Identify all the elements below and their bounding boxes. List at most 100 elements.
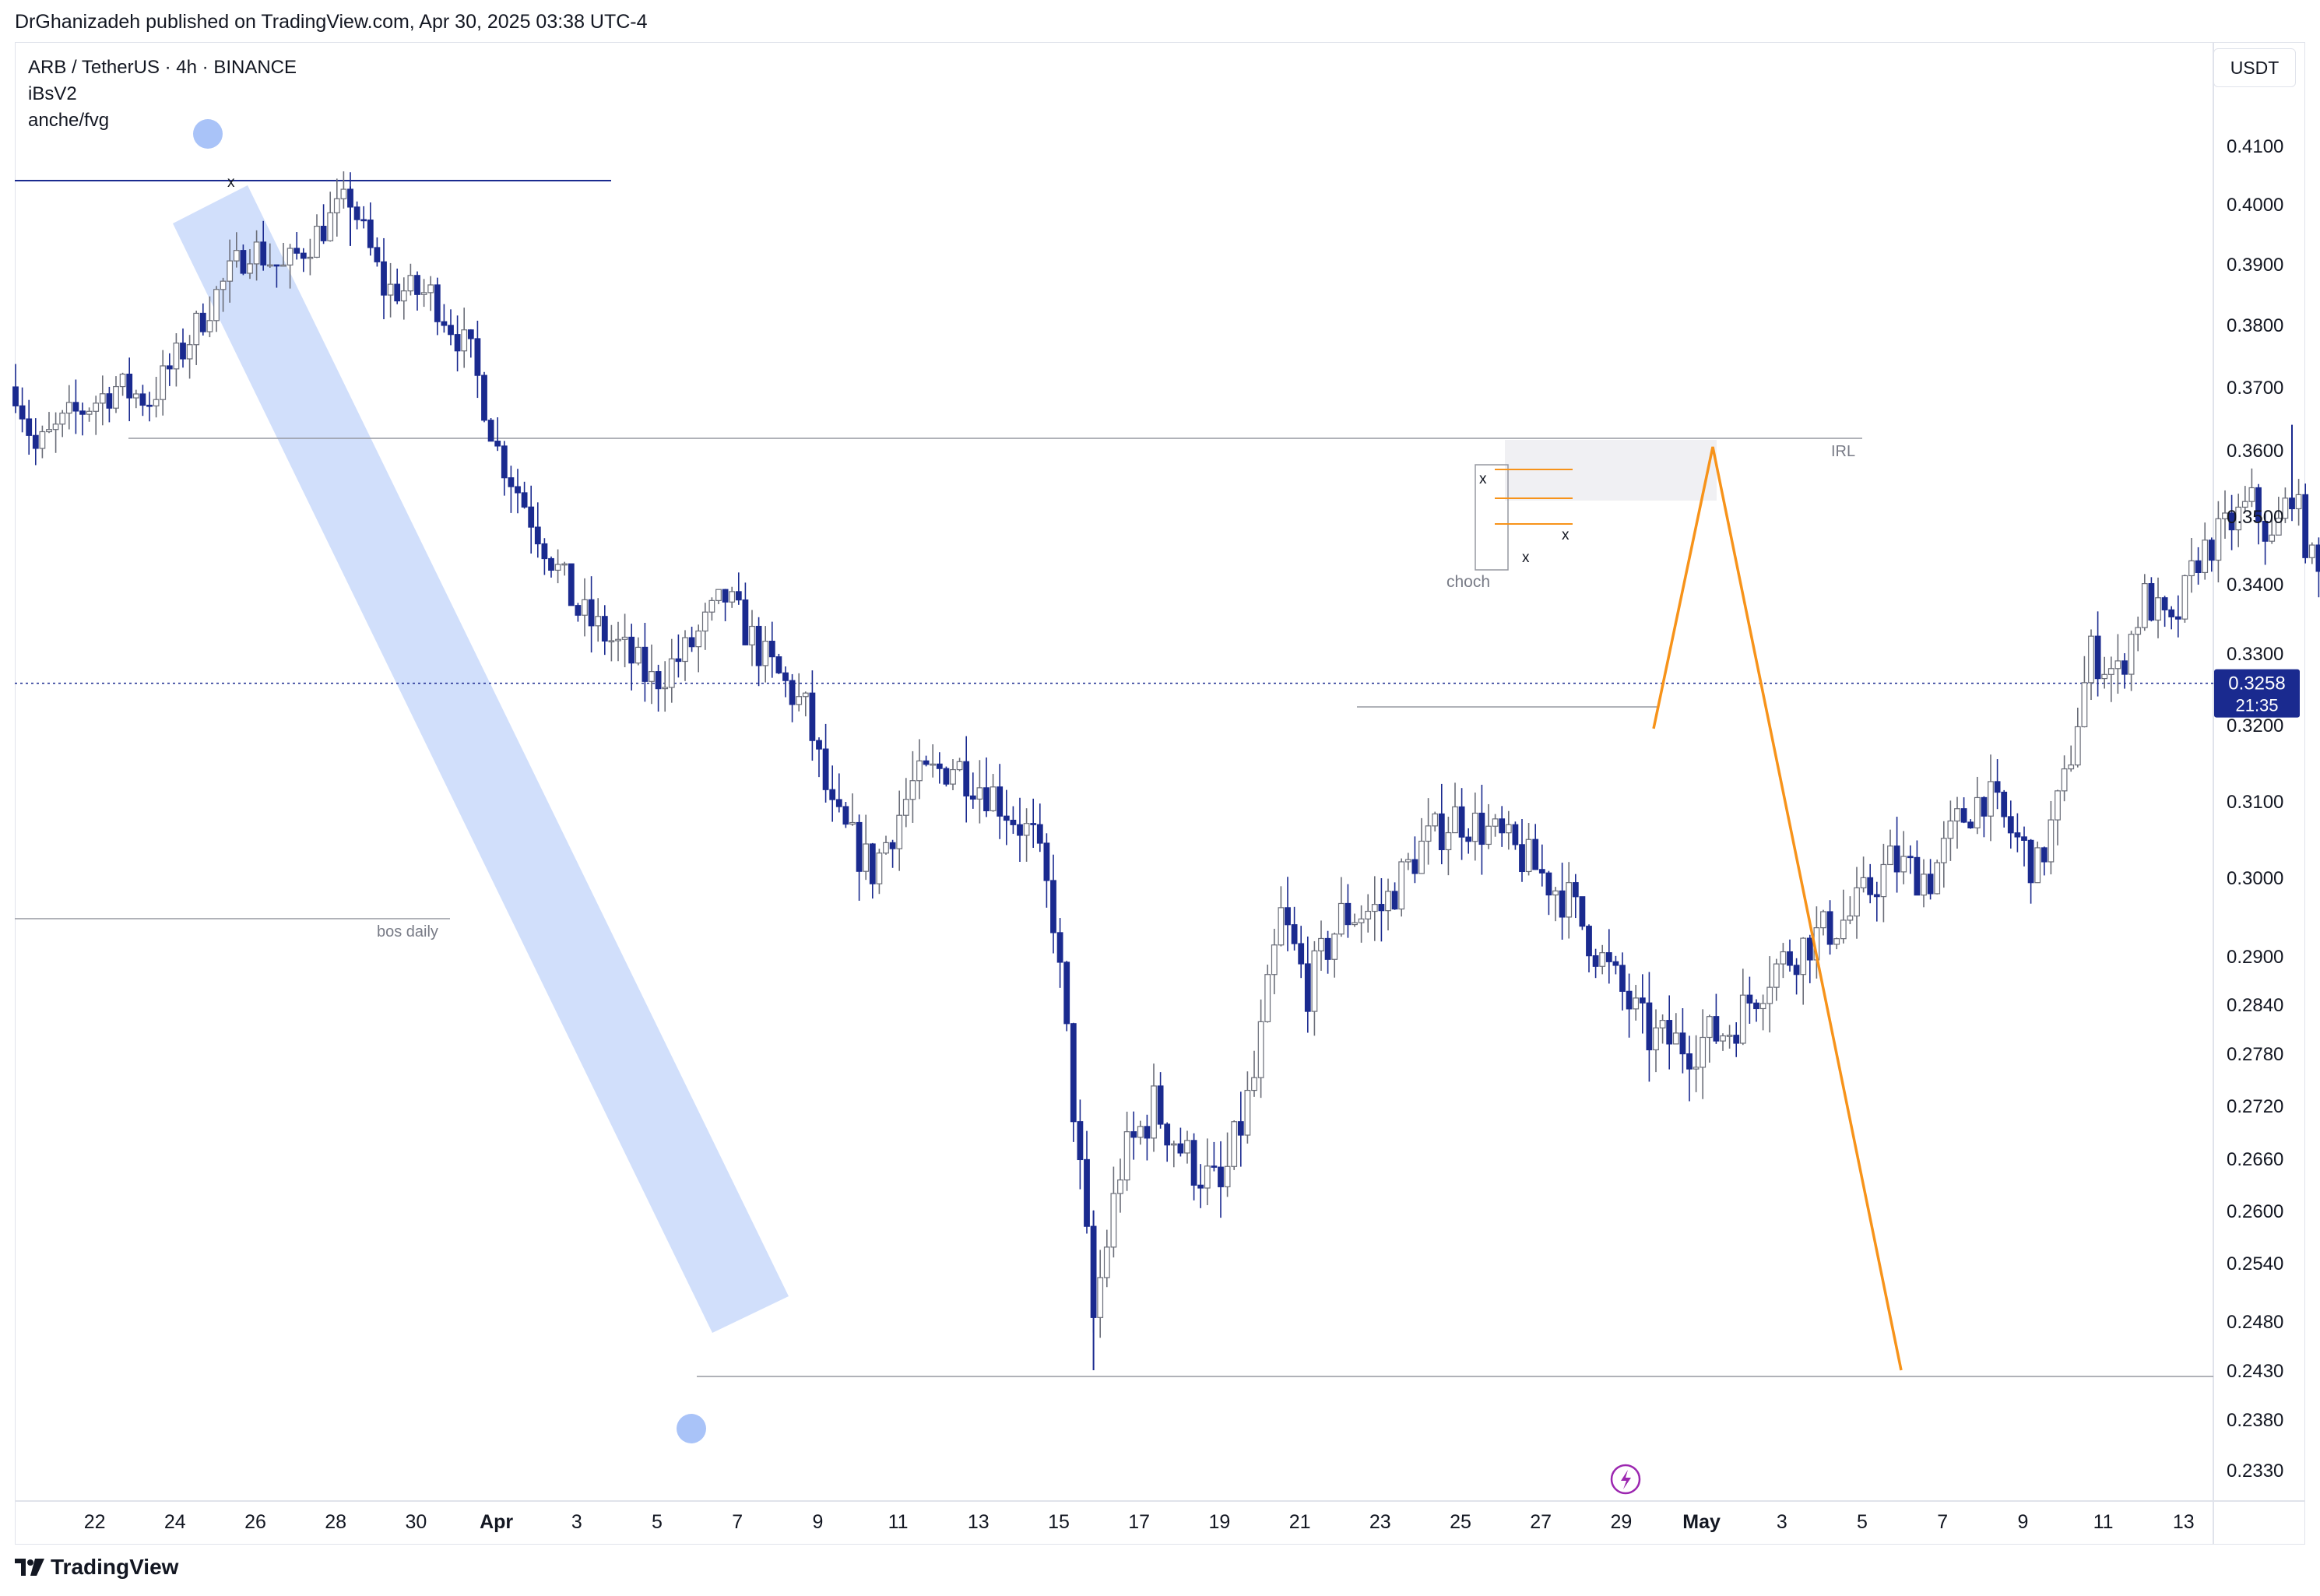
candle-body — [227, 260, 234, 282]
indicator-label-fvg[interactable]: anche/fvg — [28, 110, 110, 131]
candle-body — [1311, 950, 1318, 1012]
candle-body — [715, 589, 722, 601]
candle-body — [2222, 512, 2228, 519]
candle-body — [649, 671, 655, 682]
candle-body — [420, 292, 427, 295]
time-tick-label: 5 — [1857, 1511, 1868, 1533]
candle-body — [2215, 518, 2222, 561]
candle-body — [515, 486, 521, 494]
candle-body — [1900, 856, 1907, 873]
candle-body — [950, 768, 956, 785]
candle-body — [2161, 597, 2168, 610]
candle-body — [1579, 896, 1586, 927]
candle-body — [601, 616, 608, 642]
candle-body — [1672, 1032, 1679, 1045]
candle-body — [1358, 918, 1365, 923]
candle-body — [494, 441, 501, 447]
candle-body — [842, 806, 849, 825]
candle-body — [307, 256, 314, 259]
currency-selector[interactable]: USDT — [2213, 48, 2296, 87]
candle-body — [1800, 937, 1807, 976]
candle-body — [1525, 838, 1532, 873]
time-tick-label: 26 — [244, 1511, 266, 1533]
price-tick-label: 0.3300 — [2227, 644, 2283, 665]
candle-body — [19, 405, 26, 420]
candle-body — [381, 261, 387, 296]
bos-daily-label: bos daily — [377, 923, 438, 940]
price-tick-label: 0.3200 — [2227, 715, 2283, 736]
candle-body — [146, 404, 153, 407]
candle-body — [1713, 1016, 1720, 1042]
candle-body — [1345, 902, 1352, 926]
candle-body — [1981, 796, 1988, 817]
candle-body — [387, 283, 394, 296]
candle-body — [213, 289, 220, 322]
symbol-label[interactable]: ARB / TetherUS · 4h · BINANCE — [28, 57, 297, 78]
candle-body — [642, 646, 649, 682]
candle-body — [253, 241, 260, 265]
candle-body — [969, 795, 976, 800]
price-tick-label: 0.4100 — [2227, 136, 2283, 157]
indicator-label-ibsv2[interactable]: iBsV2 — [28, 83, 77, 104]
candle-body — [869, 843, 876, 884]
candle-body — [173, 343, 180, 370]
candle-body — [1070, 1023, 1077, 1123]
candle-body — [816, 740, 822, 750]
candle-body — [199, 312, 206, 332]
candle-body — [863, 843, 870, 872]
candle-body — [2228, 512, 2235, 531]
candle-body — [621, 636, 628, 640]
chart-pane[interactable] — [15, 42, 2305, 1545]
candle-body — [400, 290, 407, 302]
sweep-x-mark: x — [1562, 527, 1570, 543]
candle-body — [1485, 825, 1492, 845]
candle-body — [983, 787, 990, 811]
candle-body — [1753, 1002, 1759, 1010]
candle-body — [1666, 1020, 1673, 1045]
candle-body — [1338, 902, 1345, 935]
candle-body — [2262, 521, 2269, 542]
candle-body — [634, 646, 642, 664]
candle-body — [2248, 487, 2255, 502]
tradingview-logo[interactable]: TradingView — [15, 1555, 178, 1580]
candle-body — [1854, 887, 1860, 917]
current-price-badge — [2214, 669, 2300, 718]
price-tick-label: 0.2380 — [2227, 1410, 2283, 1431]
candle-body — [1164, 1123, 1171, 1146]
candle-body — [2021, 836, 2027, 841]
candle-body — [1130, 1131, 1137, 1138]
candle-body — [1017, 824, 1023, 836]
candle-body — [1471, 812, 1478, 842]
price-tick-label: 0.2720 — [2227, 1096, 2283, 1117]
candle-body — [1679, 1032, 1686, 1055]
candle-body — [240, 250, 247, 274]
candle-body — [554, 564, 561, 571]
candle-body — [1780, 951, 1787, 965]
candle-body — [943, 768, 950, 785]
candle-body — [923, 760, 930, 765]
candle-body — [186, 344, 193, 360]
candle-body — [1914, 856, 1921, 896]
candle-body — [1170, 1143, 1177, 1146]
price-tick-label: 0.3800 — [2227, 315, 2283, 336]
candle-body — [1177, 1143, 1184, 1154]
candle-body — [1873, 894, 1880, 898]
candle-body — [1157, 1085, 1164, 1125]
candle-body — [374, 247, 381, 262]
candle-body — [294, 248, 301, 254]
candle-body — [1278, 907, 1285, 946]
time-tick-label: 11 — [888, 1511, 909, 1533]
candle-body — [561, 563, 568, 566]
candle-body — [300, 252, 307, 259]
candle-body — [1010, 819, 1017, 825]
candle-body — [1404, 859, 1411, 863]
candle-body — [65, 402, 72, 414]
candle-body — [1960, 808, 1967, 823]
candle-body — [595, 616, 602, 627]
candle-body — [2074, 726, 2081, 766]
candle-body — [755, 625, 762, 666]
candle-body — [1144, 1126, 1151, 1139]
candle-body — [2302, 494, 2309, 558]
candle-body — [1646, 1002, 1653, 1051]
